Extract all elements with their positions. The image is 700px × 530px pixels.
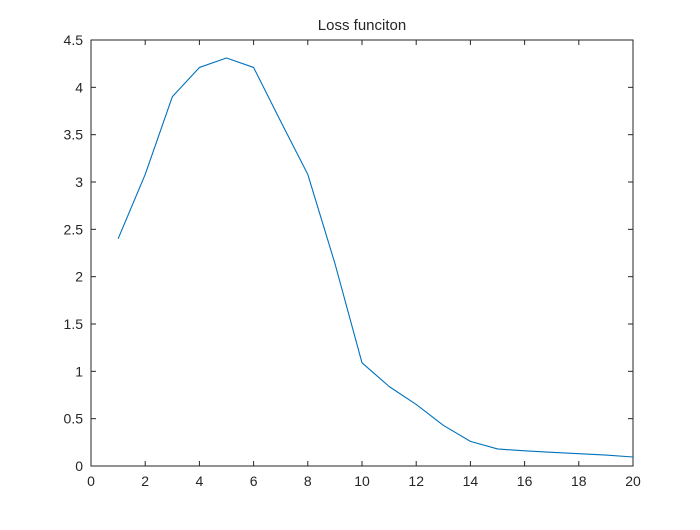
y-tick-label: 2.5	[64, 221, 84, 237]
x-tick-label: 2	[141, 473, 149, 489]
y-tick-label: 1.5	[64, 316, 84, 332]
chart-title: Loss funciton	[318, 17, 406, 34]
x-tick-label: 6	[250, 473, 258, 489]
x-tick-label: 20	[625, 473, 641, 489]
y-tick-label: 3	[75, 174, 83, 190]
x-tick-label: 14	[463, 473, 479, 489]
x-tick-label: 8	[304, 473, 312, 489]
x-tick-label: 18	[571, 473, 587, 489]
y-tick-label: 0	[75, 458, 83, 474]
x-tick-label: 4	[196, 473, 204, 489]
axes-box	[91, 40, 633, 466]
y-tick-label: 0.5	[64, 411, 84, 427]
y-tick-label: 1	[75, 363, 83, 379]
x-tick-label: 10	[354, 473, 370, 489]
y-tick-label: 4.5	[64, 32, 84, 48]
y-tick-label: 3.5	[64, 127, 84, 143]
y-tick-label: 4	[75, 79, 83, 95]
x-tick-label: 0	[87, 473, 95, 489]
x-tick-label: 12	[408, 473, 424, 489]
y-tick-label: 2	[75, 269, 83, 285]
plot-area: 0 2 4 6 8 10 12 14 16 18 20 0 0.5 1 1.5 2 2.5 3 3.5 4 4.5	[64, 32, 641, 489]
x-tick-label: 16	[517, 473, 533, 489]
